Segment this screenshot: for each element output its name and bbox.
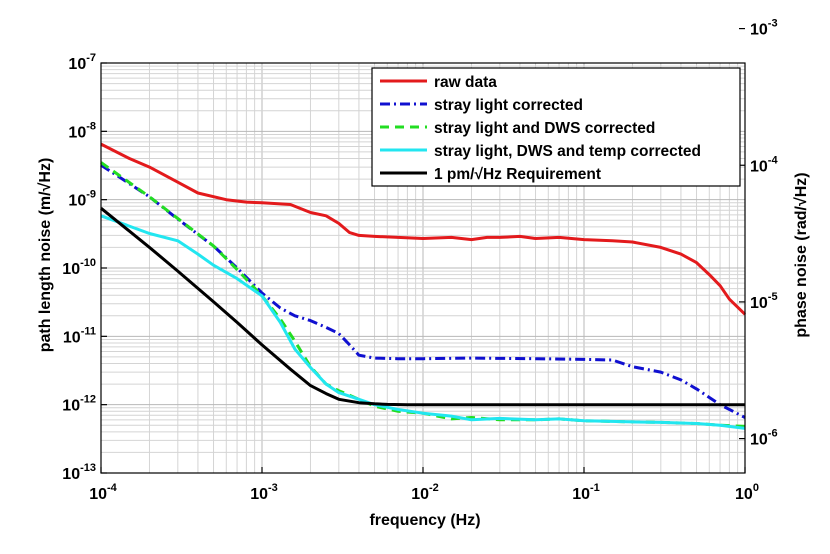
series-line-0 [100, 142, 747, 316]
y-tick-label: 10-11 [63, 325, 96, 346]
y2-axis-ticks: 10-610-510-410-310-210-1 [739, 18, 778, 449]
y-tick-label: 10-13 [62, 462, 96, 483]
x-tick-label: 10-2 [411, 482, 439, 503]
series-lines [100, 142, 747, 430]
x-tick-label: 10-3 [250, 482, 278, 503]
legend-label-2: stray light and DWS corrected [434, 120, 655, 137]
y-tick-label: 10-10 [62, 257, 96, 278]
y2-tick-label: 10-6 [750, 428, 778, 449]
x-axis-ticks: 10-4 10-3 10-2 10-1 100 [89, 467, 759, 503]
y-axis-label: path length noise (m/√Hz) [37, 158, 54, 353]
legend-label-3: stray light, DWS and temp corrected [434, 143, 701, 160]
legend-label-4: 1 pm/√Hz Requirement [434, 166, 601, 183]
y-axis-ticks: 10-13 10-12 10-11 10-10 10-9 10-8 10-7 [62, 52, 107, 483]
x-axis-label: frequency (Hz) [369, 512, 480, 529]
legend-label-0: raw data [434, 74, 497, 91]
legend: raw data stray light corrected stray light… [371, 67, 741, 187]
y-tick-label: 10-8 [68, 120, 96, 141]
y2-tick-label: 10-3 [750, 18, 778, 39]
y-tick-label: 10-7 [68, 52, 96, 73]
series-line-1 [100, 163, 746, 419]
legend-box [371, 67, 741, 187]
x-tick-label: 10-1 [572, 482, 600, 503]
x-tick-label: 100 [735, 482, 759, 503]
y-tick-label: 10-12 [62, 394, 96, 415]
legend-label-1: stray light corrected [434, 97, 583, 114]
y-tick-label: 10-9 [68, 189, 96, 210]
series-line-4 [100, 207, 745, 407]
y2-tick-label: 10-4 [750, 154, 778, 175]
y2-axis-label: phase noise (rad/√Hz) [793, 172, 810, 337]
x-tick-label: 10-4 [89, 482, 117, 503]
y2-tick-label: 10-5 [750, 291, 778, 312]
